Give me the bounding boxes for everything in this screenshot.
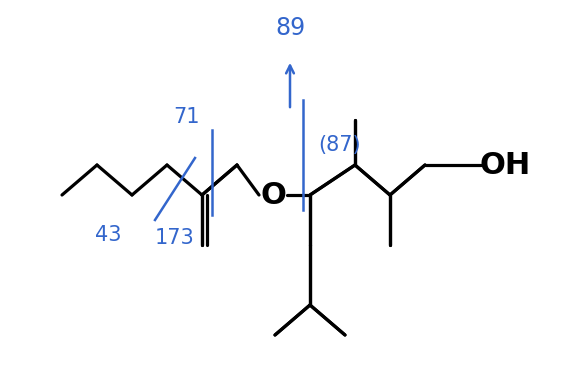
Text: 173: 173 bbox=[155, 228, 195, 248]
Text: O: O bbox=[260, 181, 286, 210]
Text: 43: 43 bbox=[95, 225, 122, 245]
Text: 89: 89 bbox=[275, 16, 305, 40]
Text: 71: 71 bbox=[174, 107, 200, 127]
Text: OH: OH bbox=[479, 150, 531, 179]
Text: (87): (87) bbox=[318, 135, 360, 155]
